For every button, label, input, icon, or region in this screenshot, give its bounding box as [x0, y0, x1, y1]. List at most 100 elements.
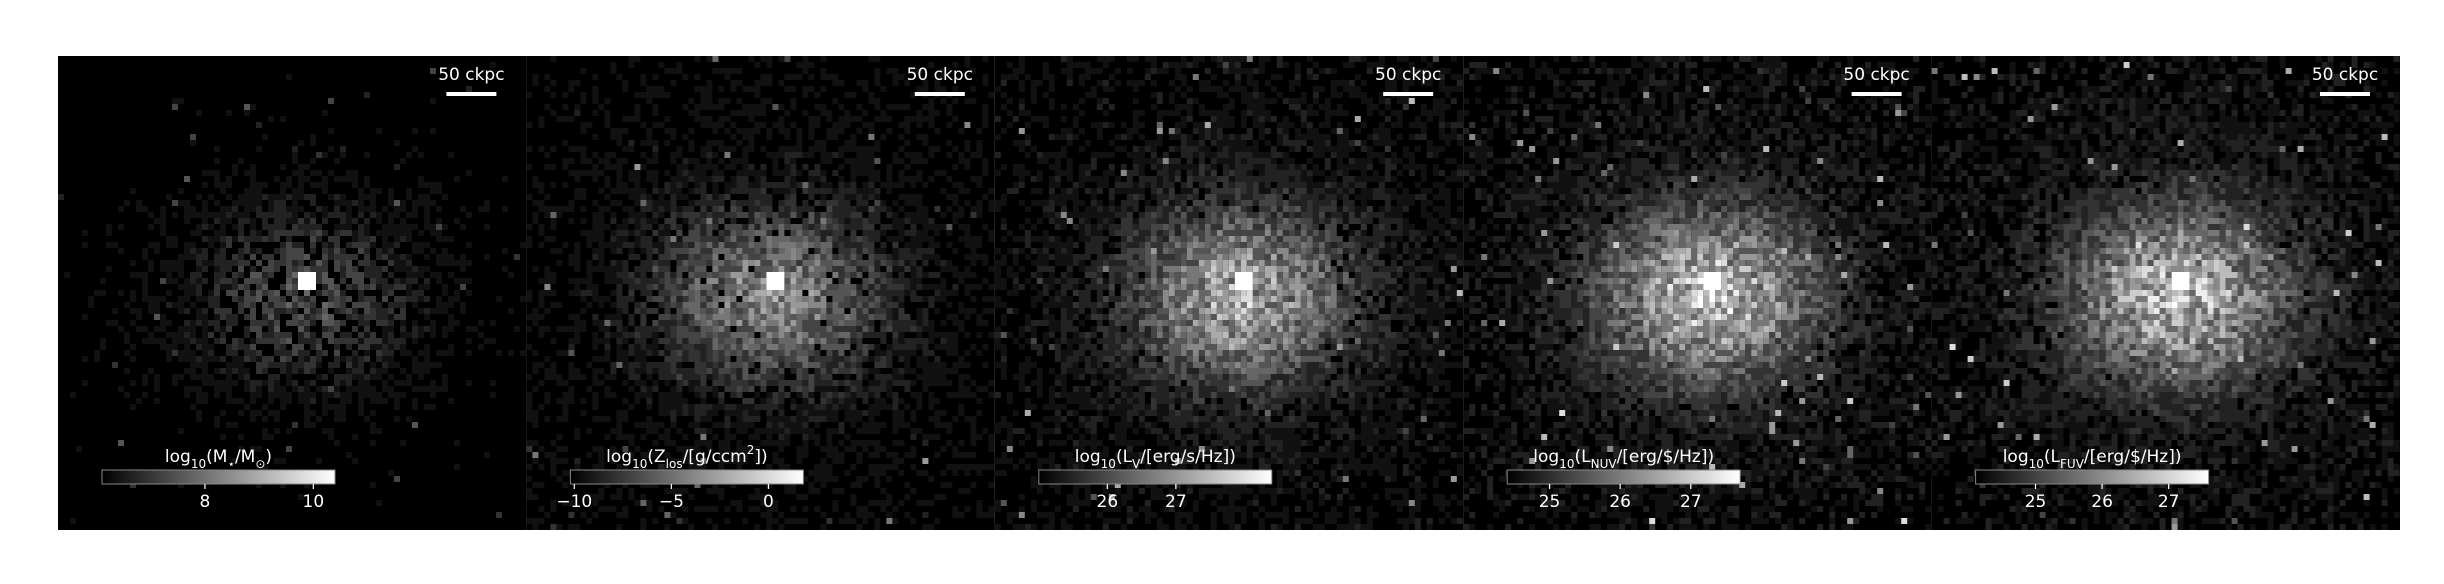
colorbar-tick-label: 26: [2091, 492, 2113, 512]
label-part: 10: [1101, 457, 1116, 471]
pixel-layer: [634, 164, 929, 464]
label-part: los: [666, 457, 683, 471]
colorbar: [569, 469, 804, 485]
pixel-layer: [1102, 56, 1451, 482]
colorbar-tick-label: −10: [556, 492, 592, 512]
colorbar: [1975, 469, 2210, 485]
pixel-layer: [994, 56, 1463, 530]
colorbar-label: log10(LFUV/[erg/$/Hz]): [2003, 447, 2182, 471]
label-part: log: [165, 447, 191, 467]
scale-bar-label: 50 ckpc: [1375, 65, 1441, 85]
pixel-layer: [1931, 56, 2400, 530]
scale-bar-label: 50 ckpc: [1843, 65, 1909, 85]
label-part: 10: [1559, 457, 1574, 471]
pixel-layer: [2171, 272, 2190, 308]
label-part: ⊙: [255, 457, 265, 471]
scale-bar: [914, 92, 965, 96]
colorbar: [101, 469, 336, 485]
panel: 50 ckpc log10(LFUV/[erg/$/Hz]) 25 26 27: [1931, 56, 2400, 530]
pixel-layer: [1000, 206, 1439, 506]
pixel-layer: [286, 272, 328, 320]
scale-bar-label: 50 ckpc: [907, 65, 973, 85]
label-part: /[g/ccm: [683, 447, 747, 467]
pixel-layer: [1979, 92, 2370, 524]
scale-bar-label: 50 ckpc: [438, 65, 504, 85]
pixel-layer: [64, 62, 526, 524]
label-part: (L: [1574, 447, 1591, 467]
panel: 50 ckpc log10(LNUV/[erg/$/Hz]) 25 26 27: [1463, 56, 1932, 530]
label-part: /M: [235, 447, 255, 467]
scale-bar: [1383, 92, 1434, 96]
colorbar-tick-label: 10: [303, 492, 325, 512]
colorbar-tick-label: 25: [2025, 492, 2047, 512]
scale-bar: [1851, 92, 1902, 96]
pixel-layer: [550, 56, 857, 518]
label-part: (M: [206, 447, 227, 467]
colorbar-label: log10(LV/[erg/s/Hz]): [1075, 447, 1236, 471]
colorbar-label: log10(M⋆/M⊙): [165, 447, 272, 471]
scale-bar-label: 50 ckpc: [2312, 65, 2378, 85]
pixel-layer: [1463, 56, 1932, 530]
pixel-layer: [1006, 104, 1433, 476]
scale-bar: [446, 92, 497, 96]
pixel-layer: [1186, 98, 1463, 350]
label-part: V: [1132, 457, 1141, 471]
pixel-layer: [1030, 56, 1439, 434]
label-part: log: [1075, 447, 1101, 467]
label-part: ): [265, 447, 272, 467]
label-part: log: [606, 447, 632, 467]
colorbar-label: log10(Zlos/[g/ccm2]): [606, 443, 767, 471]
pixel-layer: [544, 122, 971, 344]
pixel-layer: [526, 188, 977, 530]
pixel-layer: [2147, 272, 2214, 314]
panel: 50 ckpc log10(Zlos/[g/ccm2]) −10 −5 0: [526, 56, 995, 530]
label-part: ]): [754, 447, 767, 467]
pixel-layer: [1961, 86, 2328, 518]
colorbar-tick-label: 27: [2158, 492, 2180, 512]
colorbar-tick-label: 26: [1609, 492, 1631, 512]
pixel-layer: [298, 272, 316, 290]
pixel-layer: [1138, 122, 1427, 422]
colorbar: [1506, 469, 1741, 485]
pixel-layer: [1234, 272, 1253, 290]
panel: 50 ckpc log10(LV/[erg/s/Hz]) 26 27: [994, 56, 1464, 530]
pixel-layer: [1547, 86, 1914, 482]
label-part: (Z: [647, 447, 665, 467]
label-part: 10: [191, 457, 206, 471]
scale-bar: [2320, 92, 2370, 96]
pixel-layer: [736, 278, 815, 314]
colorbar-label: log10(LNUV/[erg/$/Hz]): [1533, 447, 1714, 471]
colorbar-tick-label: 26: [1097, 492, 1119, 512]
label-part: 10: [2029, 457, 2044, 471]
label-part: (L: [1116, 447, 1133, 467]
colorbar-tick-label: 27: [1680, 492, 1702, 512]
label-part: /[erg/$/Hz]): [2084, 447, 2182, 467]
label-part: /[erg/s/Hz]): [1140, 447, 1236, 467]
pixel-layer: [994, 56, 1463, 530]
pixel-layer: [526, 56, 995, 530]
pixel-layer: [1463, 56, 1932, 530]
label-part: 2: [747, 443, 755, 457]
label-part: 10: [632, 457, 647, 471]
label-part: NUV: [1591, 457, 1618, 471]
label-part: ⋆: [227, 457, 235, 471]
colorbar-tick-label: 0: [763, 492, 774, 512]
pixel-layer: [1973, 74, 2358, 374]
pixel-layer: [58, 86, 472, 404]
label-part: log: [1533, 447, 1559, 467]
label-part: FUV: [2060, 457, 2085, 471]
colorbar: [1038, 469, 1273, 485]
colorbar-tick-label: 25: [1539, 492, 1561, 512]
colorbar-tick-label: 27: [1165, 492, 1187, 512]
label-part: log: [2003, 447, 2029, 467]
pixel-layer: [766, 272, 785, 290]
label-part: (L: [2044, 447, 2061, 467]
pixel-layer: [1210, 284, 1253, 320]
pixel-layer: [1931, 56, 2400, 530]
colorbar-tick-label: −5: [659, 492, 684, 512]
pixel-layer: [1667, 260, 1740, 326]
pixel-layer: [766, 290, 779, 302]
label-part: /[erg/$/Hz]): [1617, 447, 1715, 467]
